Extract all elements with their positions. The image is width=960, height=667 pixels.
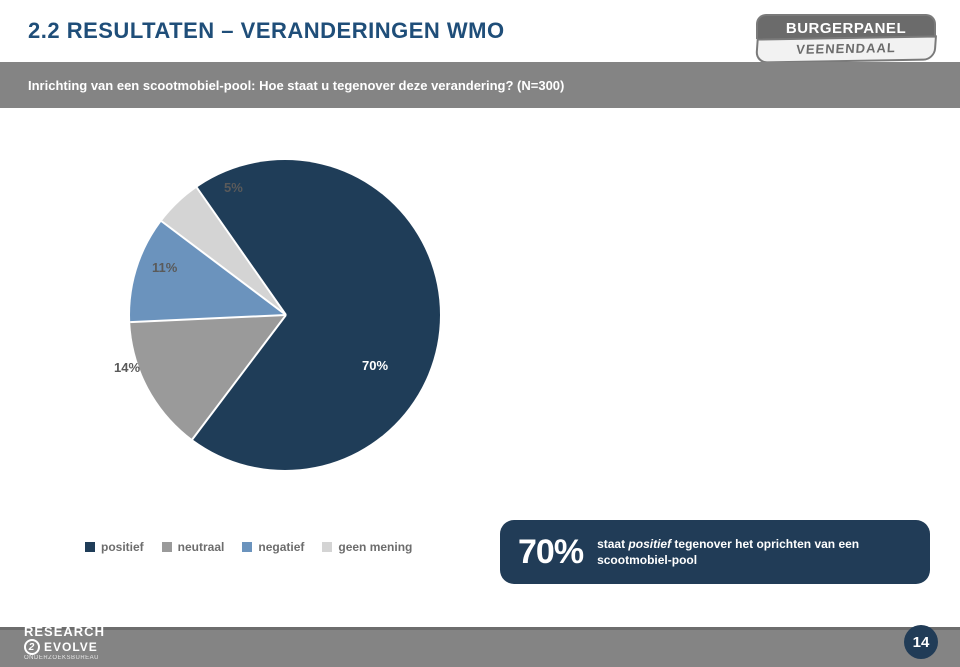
pie-chart: 70% 14% 11% 5% [70,140,500,520]
chart-legend: positief neutraal negatief geen mening [85,540,412,554]
pie-label-neutraal: 14% [114,360,140,375]
legend-item-negatief: negatief [242,540,304,554]
subheader-band: Inrichting van een scootmobiel-pool: Hoe… [0,62,960,108]
r2e-sub: ONDERZOEKSBUREAU [24,655,105,661]
r2e-line2: EVOLVE [44,640,98,654]
stat-big-number: 70% [518,533,583,572]
legend-label: neutraal [178,540,225,554]
r2e-line1: RESEARCH [24,624,105,639]
page-root: 2.2 RESULTATEN – VERANDERINGEN WMO BURGE… [0,0,960,667]
pie-label-positief: 70% [362,358,388,373]
stat-callout: 70% staat positief tegenover het opricht… [500,520,930,584]
legend-label: negatief [258,540,304,554]
r2e-two-icon: 2 [24,639,40,655]
legend-item-geen-mening: geen mening [322,540,412,554]
legend-swatch [162,542,172,552]
pie-label-geen-mening: 5% [224,180,243,195]
stat-text-prefix: staat [597,537,628,551]
page-footer: RESEARCH 2 EVOLVE ONDERZOEKSBUREAU 14 [0,627,960,667]
burgerpanel-logo: BURGERPANEL VEENENDAAL [756,14,936,62]
legend-swatch [85,542,95,552]
pie-label-negatief: 11% [152,260,177,275]
pie-wrap: 70% 14% 11% 5% [130,160,440,470]
stat-text: staat positief tegenover het oprichten v… [597,536,912,568]
legend-item-neutraal: neutraal [162,540,225,554]
research2evolve-logo: RESEARCH 2 EVOLVE ONDERZOEKSBUREAU [24,624,105,661]
page-title: 2.2 RESULTATEN – VERANDERINGEN WMO [28,18,505,44]
legend-swatch [242,542,252,552]
legend-item-positief: positief [85,540,144,554]
legend-label: positief [101,540,144,554]
burgerpanel-logo-line2: VEENENDAAL [755,35,937,63]
stat-text-em: positief [628,537,671,551]
subheader-text: Inrichting van een scootmobiel-pool: Hoe… [28,78,564,93]
legend-label: geen mening [338,540,412,554]
page-number-badge: 14 [904,625,938,659]
legend-swatch [322,542,332,552]
